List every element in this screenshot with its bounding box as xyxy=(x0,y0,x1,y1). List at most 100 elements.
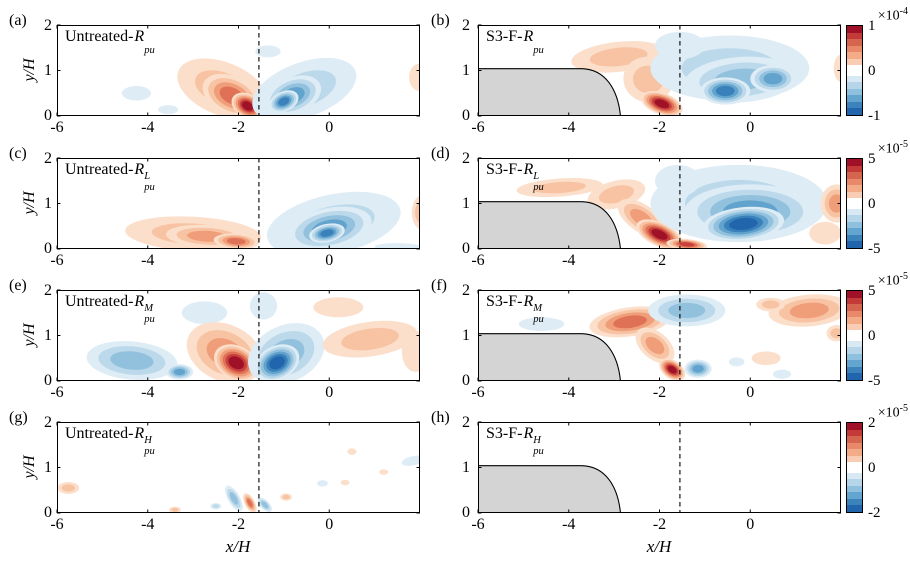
colorbar-row2 xyxy=(846,158,863,249)
y-tick-label: 2 xyxy=(44,150,52,167)
panel-g-plot xyxy=(56,421,420,514)
colorbar-tick-label: 0 xyxy=(868,460,876,476)
colorbar-band xyxy=(847,347,862,354)
contour-blob xyxy=(379,469,389,475)
x-tick-label: -2 xyxy=(652,252,667,269)
axes-frame xyxy=(478,422,841,513)
contour-blob xyxy=(61,484,75,492)
colorbar-tick-label: 0 xyxy=(868,63,876,79)
y-tick-label: 0 xyxy=(44,240,52,257)
colorbar-tick-label: -5 xyxy=(868,373,881,389)
contour-layer xyxy=(125,191,420,249)
colorbar-band xyxy=(847,172,862,179)
contour-layer xyxy=(121,45,420,116)
x-tick-label: 0 xyxy=(325,119,334,136)
x-tick-label: -4 xyxy=(562,516,576,533)
colorbar-band xyxy=(847,449,862,456)
contour-blob xyxy=(751,351,781,366)
colorbar-band xyxy=(847,75,862,83)
colorbar-band xyxy=(847,323,862,331)
contour-blob xyxy=(241,101,254,111)
colorbar-band xyxy=(847,45,862,53)
x-tick-row: -6 -4 -2 0 xyxy=(471,252,841,270)
colorbar-band xyxy=(847,58,862,66)
contour-blob xyxy=(247,498,253,508)
axes-frame xyxy=(57,290,420,381)
colorbar-band xyxy=(847,462,862,473)
contour-blob xyxy=(729,217,758,231)
colorbar-band xyxy=(847,291,862,298)
panel-c-plot xyxy=(56,157,420,250)
colorbar-tick-label: 2 xyxy=(868,415,876,431)
colorbar-band xyxy=(847,505,862,513)
x-tick-label: -6 xyxy=(50,384,64,401)
contour-blob xyxy=(789,302,829,319)
y-tick-label: 2 xyxy=(462,17,470,34)
contour-blob xyxy=(833,54,841,82)
colorbar-band xyxy=(847,423,862,430)
x-tick-label: 0 xyxy=(325,516,334,533)
colorbar-band xyxy=(847,82,862,89)
colorbar-band xyxy=(847,39,862,46)
panel-letter-h: (h) xyxy=(431,409,450,426)
x-axis-label: x/H xyxy=(646,537,672,556)
contour-blob xyxy=(278,97,290,106)
colorbar-band xyxy=(847,234,862,242)
colorbar-tick-label: 0 xyxy=(868,196,876,212)
colorbar-row1 xyxy=(846,25,863,116)
contour-blob xyxy=(340,479,350,486)
x-tick-label: -2 xyxy=(231,252,246,269)
x-tick-label: 0 xyxy=(325,252,334,269)
colorbar-band xyxy=(847,479,862,486)
colorbar-band xyxy=(847,32,862,40)
y-tick-label: 2 xyxy=(462,282,470,299)
colorbar-band xyxy=(847,485,862,493)
colorbar-band xyxy=(847,241,862,249)
x-tick-label: 0 xyxy=(325,384,334,401)
colorbar-band xyxy=(847,455,862,463)
contour-blob xyxy=(651,229,668,240)
contour-blob xyxy=(533,181,586,194)
x-tick-label: -2 xyxy=(652,516,667,533)
x-tick-row: -6 -4 -2 0 xyxy=(50,252,420,270)
panel-f-plot xyxy=(477,289,841,382)
colorbar-band xyxy=(847,208,862,216)
x-tick-label: -4 xyxy=(141,119,155,136)
y-tick-label: 1 xyxy=(44,195,52,212)
axes-frame xyxy=(478,158,841,249)
colorbar-band xyxy=(847,366,862,374)
contour-blob xyxy=(763,73,783,85)
colorbar-band xyxy=(847,310,862,318)
colorbar-scale-row3: ×10-5 xyxy=(877,271,908,289)
contour-blob xyxy=(401,455,420,466)
x-tick-label: -2 xyxy=(231,516,246,533)
colorbar-band xyxy=(847,185,862,192)
colorbar-band xyxy=(847,26,862,33)
x-tick-label: -4 xyxy=(141,384,155,401)
colorbar-band xyxy=(847,472,862,480)
x-tick-label: -6 xyxy=(471,516,485,533)
x-tick-label: 0 xyxy=(746,252,755,269)
colorbar-tick-label: -2 xyxy=(868,505,881,521)
contour-blob xyxy=(261,501,269,509)
x-tick-label: -6 xyxy=(50,119,64,136)
x-tick-label: -4 xyxy=(562,252,576,269)
x-tick-row: -6 -4 -2 0 xyxy=(50,384,420,402)
panel-a-plot xyxy=(56,24,420,117)
colorbar-band xyxy=(847,198,862,209)
x-tick-label: -2 xyxy=(652,119,667,136)
x-tick-label: -2 xyxy=(652,384,667,401)
panel-letter-d: (d) xyxy=(431,145,450,162)
colorbar-band xyxy=(847,101,862,109)
x-tick-label: -2 xyxy=(231,384,246,401)
colorbar-band xyxy=(847,65,862,76)
contour-blob xyxy=(212,504,220,509)
y-tick-label: 1 xyxy=(462,195,470,212)
contour-blob xyxy=(828,194,841,213)
colorbar-band xyxy=(847,492,862,499)
panel-letter-b: (b) xyxy=(431,12,450,29)
